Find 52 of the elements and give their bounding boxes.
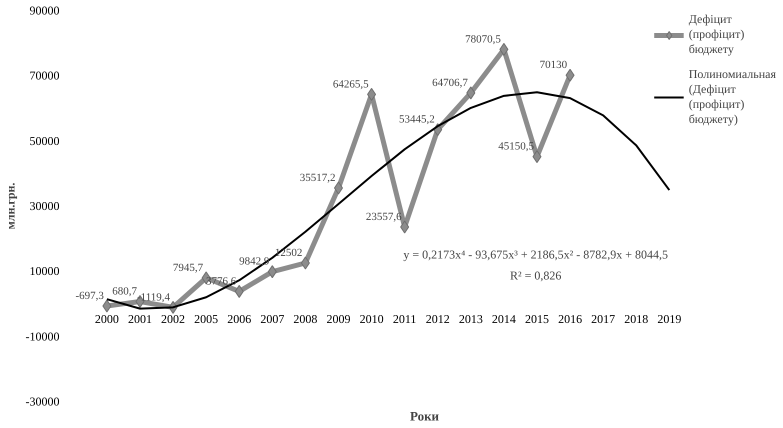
- x-tick-label: 2005: [194, 312, 218, 326]
- y-tick-label: 10000: [30, 264, 60, 278]
- y-axis-title: млн.грн.: [4, 182, 18, 230]
- y-tick-label: 50000: [30, 134, 60, 148]
- point: [334, 182, 343, 195]
- data-label: 70130: [540, 59, 568, 72]
- y-tick-label: 70000: [30, 68, 60, 83]
- point: [400, 220, 410, 234]
- data-label: 64265,5: [332, 78, 370, 90]
- x-tick-label: 2011: [392, 312, 416, 326]
- legend-label: Дефіцит (профіцит) бюджету: [688, 12, 744, 57]
- data-label: 3776,6: [206, 275, 237, 288]
- x-tick-label: 2012: [426, 312, 450, 326]
- x-tick-label: 2010: [360, 312, 384, 326]
- point: [499, 42, 508, 56]
- point: [466, 86, 476, 100]
- x-tick-label: 2017: [591, 312, 616, 326]
- annotation: y = 0,2173x⁴ - 93,675x³ + 2186,5x² - 8782,9x + 8044,5: [403, 247, 668, 262]
- point: [566, 68, 575, 82]
- data-label: 78070,5: [465, 33, 502, 46]
- y-tick-label: 90000: [30, 4, 60, 18]
- point: [532, 150, 542, 164]
- x-tick-label: 2018: [624, 312, 648, 326]
- y-tick-label: -30000: [26, 394, 60, 408]
- x-tick-label: 2014: [492, 312, 516, 326]
- data-label: 35517,2: [300, 172, 336, 184]
- x-axis-title: Роки: [410, 408, 440, 424]
- point: [367, 88, 376, 101]
- data-label: 64706,7: [432, 76, 468, 89]
- x-tick-label: 2008: [293, 312, 318, 326]
- point: [234, 284, 244, 298]
- y-tick-label: 30000: [30, 199, 60, 213]
- data-label: 680,7: [112, 286, 138, 298]
- x-tick-label: 2009: [326, 312, 350, 326]
- x-tick-label: 2016: [558, 312, 582, 326]
- x-tick-label: 2006: [227, 312, 252, 326]
- point: [102, 300, 112, 313]
- x-tick-label: 2007: [260, 312, 284, 326]
- x-tick-label: 2019: [657, 312, 682, 326]
- data-label: -697,3: [75, 290, 104, 302]
- x-tick-label: 2001: [128, 312, 152, 326]
- data-label: 7945,7: [172, 262, 204, 274]
- x-tick-label: 2015: [524, 312, 549, 326]
- annotation: R² = 0,826: [510, 268, 562, 283]
- x-tick-label: 2000: [94, 312, 119, 326]
- point: [300, 256, 310, 270]
- legend-label: Полиномиальная (Дефіцит (профіцит) бюджету): [688, 67, 776, 127]
- data-label: 53445,2: [398, 114, 435, 126]
- y-tick-label: -10000: [26, 329, 60, 344]
- point: [268, 265, 277, 278]
- x-tick-label: 2013: [458, 312, 483, 326]
- x-tick-label: 2002: [161, 312, 186, 326]
